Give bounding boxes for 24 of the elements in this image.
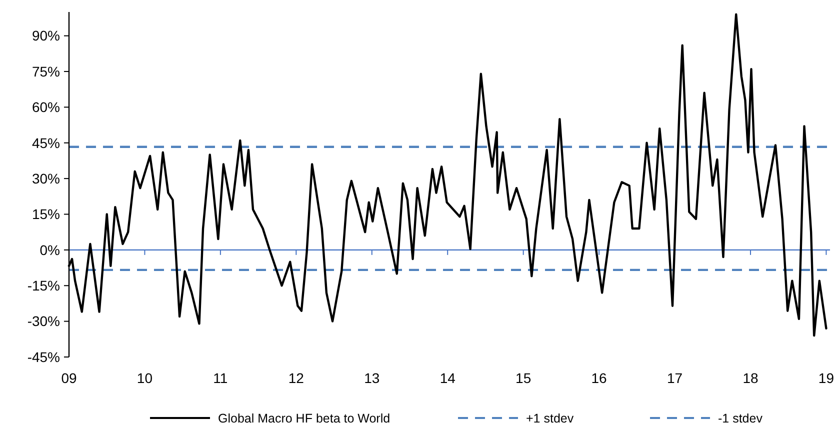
legend-label: Global Macro HF beta to World [218,411,390,426]
x-tick-label: 19 [818,370,834,386]
legend-label: -1 stdev [718,411,764,426]
x-tick-label: 10 [136,370,153,386]
legend-label: +1 stdev [526,411,574,426]
x-tick-label: 15 [516,370,532,386]
x-tick-label: 09 [61,370,77,386]
y-tick-label: 30% [32,170,60,186]
x-tick-label: 18 [742,370,758,386]
y-tick-label: 60% [32,99,60,116]
y-tick-label: 45% [32,134,60,151]
x-tick-label: 12 [288,370,304,386]
x-tick-label: 11 [213,370,228,386]
x-tick-label: 13 [364,370,380,386]
x-tick-label: 16 [591,370,608,386]
y-tick-label: 0% [40,242,60,258]
y-tick-label: -15% [27,278,60,294]
x-tick-label: 17 [666,370,683,386]
y-tick-label: 15% [32,206,60,222]
y-tick-label: 90% [32,28,60,44]
y-tick-label: -30% [27,313,60,330]
y-tick-label: 75% [32,63,60,80]
x-tick-label: 14 [440,370,456,386]
y-tick-label: -45% [27,348,60,365]
